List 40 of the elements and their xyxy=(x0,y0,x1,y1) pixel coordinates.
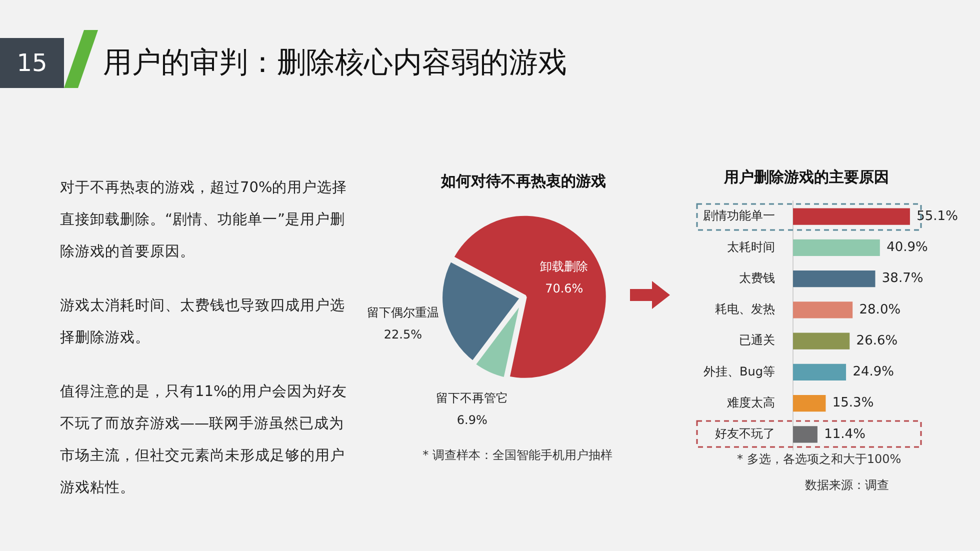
text: 15 xyxy=(0,38,64,88)
category-label: 耗电、发热 xyxy=(715,302,775,316)
text: 对于不再热衷的游戏，超过70%的用户选择直接卸载删除。“剧情、功能单一”是用户删除游戏的首要原因。 xyxy=(60,178,348,262)
slice-label: 留下偶尔重温 xyxy=(366,305,439,320)
category-label: 好友不玩了 xyxy=(715,426,775,441)
data-label: 15.3% xyxy=(832,396,874,411)
data-label: 28.0% xyxy=(859,302,901,318)
category-label: 太耗时间 xyxy=(727,240,775,254)
bar xyxy=(793,394,826,412)
bar xyxy=(793,270,876,288)
bar xyxy=(793,426,818,443)
category-label: 已通关 xyxy=(739,333,775,348)
category-label: 太费钱 xyxy=(739,270,775,285)
text: 游戏太消耗时间、太费钱也导致四成用户选择删除游戏。 xyxy=(60,297,346,348)
data-label: 24.9% xyxy=(852,364,894,380)
chart-title: 如何对待不再热衷的游戏 xyxy=(440,172,606,190)
bar xyxy=(793,208,910,225)
bar xyxy=(793,239,880,256)
data-label: 70.6% xyxy=(545,282,584,296)
text: 用户的审判：删除核心内容弱的游戏 xyxy=(103,44,567,81)
text: * 多选，各选项之和大于100% xyxy=(737,452,902,466)
category-label: 外挂、Bug等 xyxy=(704,364,775,378)
data-label: 26.6% xyxy=(856,333,898,348)
data-label: 38.7% xyxy=(882,271,924,286)
data-label: 40.9% xyxy=(886,240,928,256)
data-label: 11.4% xyxy=(824,426,866,442)
source-note: 数据来源：调查 xyxy=(805,478,889,492)
bar xyxy=(793,364,846,381)
category-label: 剧情功能单一 xyxy=(703,208,775,223)
data-label: 55.1% xyxy=(916,208,958,224)
category-label: 难度太高 xyxy=(727,395,775,410)
text: 值得注意的是，只有11%的用户会因为好友不玩了而放弃游戏——联网手游虽然已成为市场主流，但社交元素尚未形成足够的用户游戏粘性。 xyxy=(60,383,348,498)
slice-label: 留下不再管它 xyxy=(436,390,508,405)
text: * 调查样本：全国智能手机用户抽样 xyxy=(422,448,612,462)
data-label: 6.9% xyxy=(456,412,488,427)
bar xyxy=(793,332,850,350)
chart-title: 用户删除游戏的主要原因 xyxy=(723,168,889,186)
slice-label: 卸载删除 xyxy=(540,260,588,274)
bar xyxy=(793,302,853,318)
data-label: 22.5% xyxy=(384,327,422,342)
